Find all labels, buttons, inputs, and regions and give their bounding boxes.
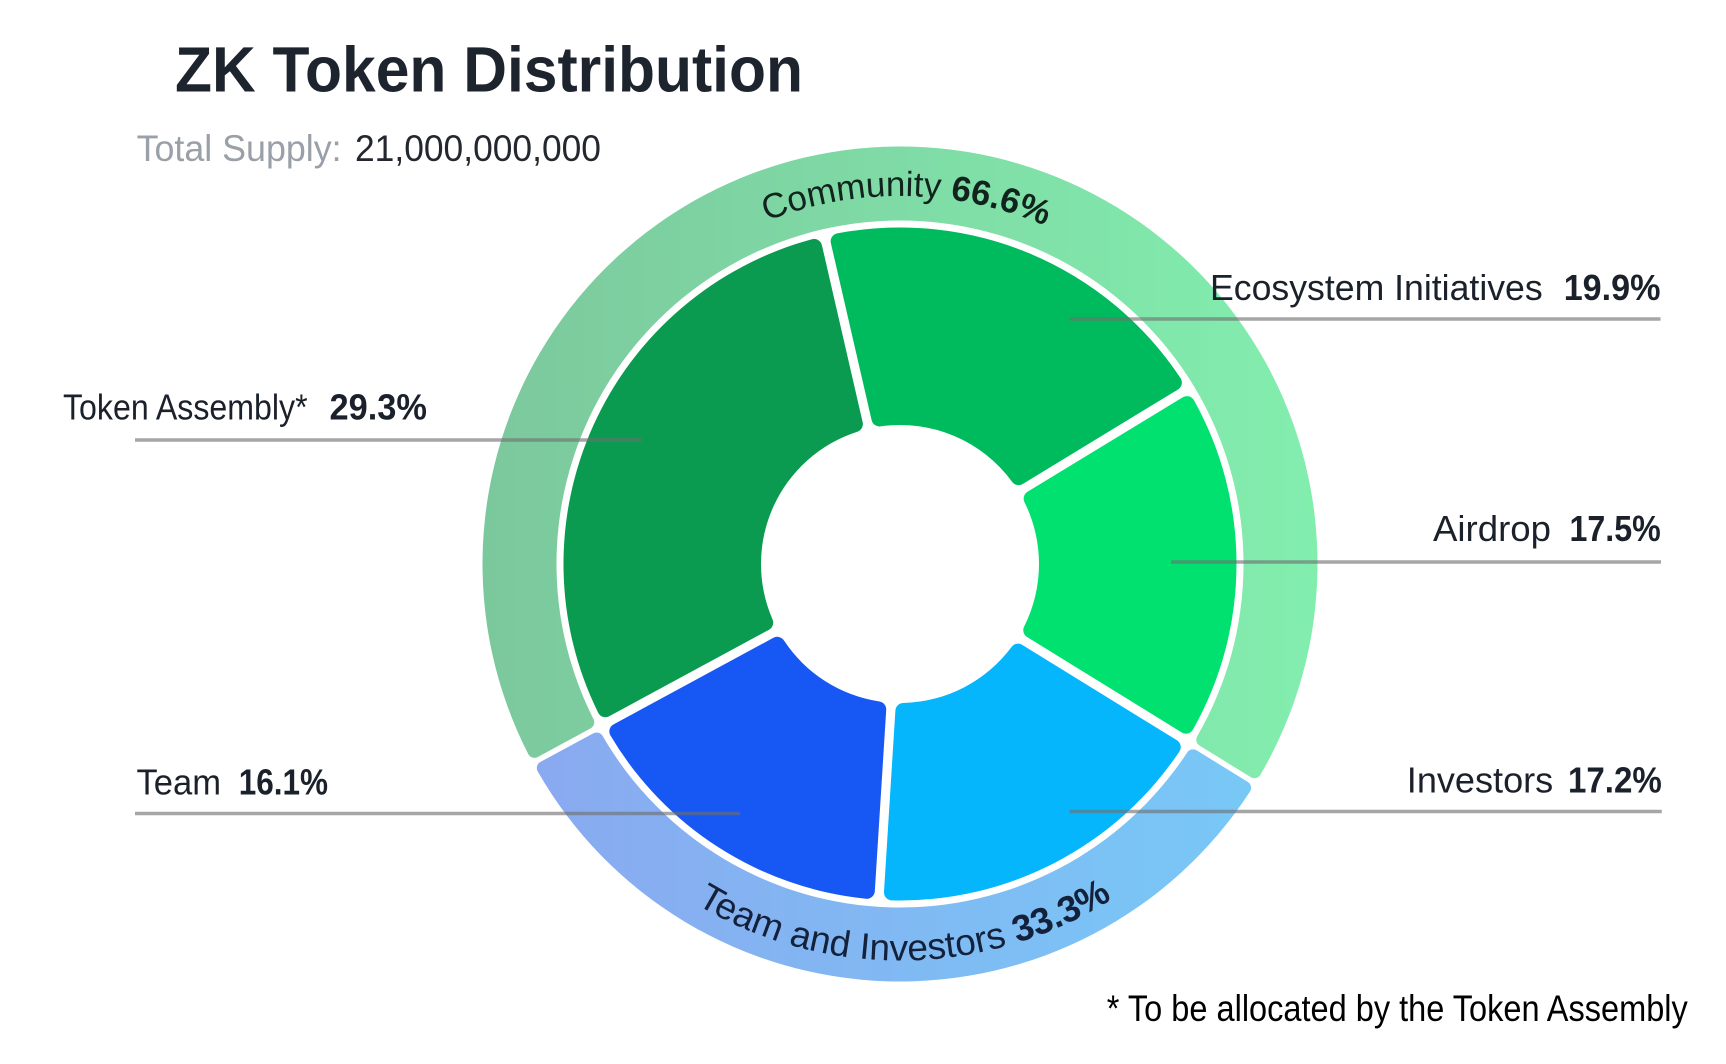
svg-text:ZK Token Distribution: ZK Token Distribution xyxy=(175,34,803,106)
svg-text:Token Assembly*: Token Assembly* xyxy=(63,387,308,428)
svg-text:17.5%: 17.5% xyxy=(1570,508,1661,549)
svg-text:17.2%: 17.2% xyxy=(1568,759,1662,800)
svg-text:21,000,000,000: 21,000,000,000 xyxy=(355,128,601,169)
svg-text:Airdrop: Airdrop xyxy=(1433,508,1551,549)
svg-text:Ecosystem Initiatives: Ecosystem Initiatives xyxy=(1210,267,1543,308)
svg-text:Total Supply:: Total Supply: xyxy=(137,128,342,169)
svg-text:29.3%: 29.3% xyxy=(330,387,428,428)
svg-text:* To be allocated by the Token: * To be allocated by the Token Assembly xyxy=(1107,988,1688,1029)
svg-text:16.1%: 16.1% xyxy=(239,762,328,803)
svg-text:19.9%: 19.9% xyxy=(1564,267,1661,308)
svg-text:Investors: Investors xyxy=(1407,759,1553,800)
svg-text:Team: Team xyxy=(137,762,222,803)
